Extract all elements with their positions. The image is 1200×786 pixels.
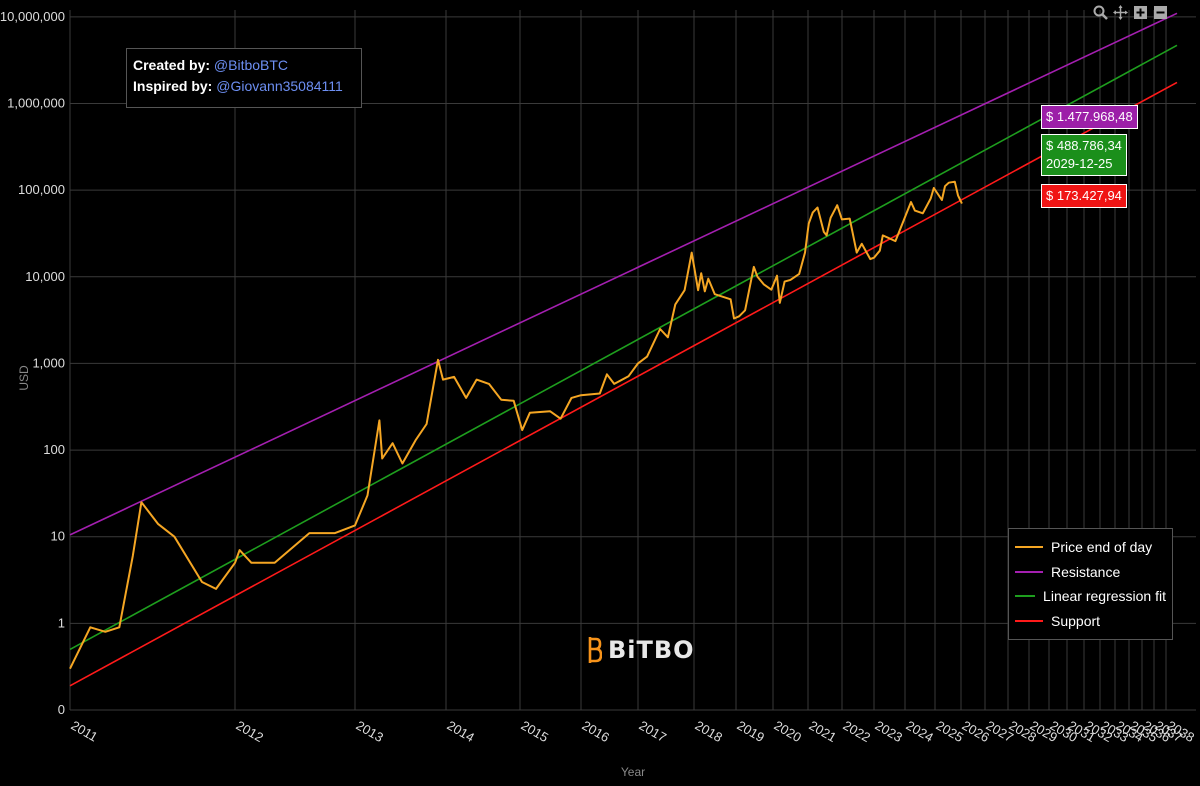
x-tick-label: 2023 [873, 718, 906, 745]
legend-label: Price end of day [1051, 539, 1153, 556]
x-tick-label: 2013 [354, 718, 387, 745]
zoom-in-icon[interactable] [1133, 5, 1148, 20]
inspired-handle[interactable]: @Giovann35084111 [216, 78, 343, 94]
inspired-label: Inspired by: [133, 78, 213, 94]
y-tick-label: 100,000 [18, 182, 65, 197]
x-tick-label: 2014 [445, 718, 478, 745]
chart-toolbar [1093, 5, 1168, 20]
zoom-icon[interactable] [1093, 5, 1108, 20]
x-tick-label: 2018 [693, 718, 726, 745]
series-lines [69, 12, 1178, 687]
zoom-out-icon[interactable] [1153, 5, 1168, 20]
resistance-value-tag: $ 1.477.968,48 [1041, 105, 1138, 129]
bitbo-logo-text: BiTBO [608, 636, 695, 664]
x-tick-label: 2022 [841, 718, 874, 745]
y-tick-label: 1,000 [32, 355, 65, 370]
x-tick-label: 2017 [637, 718, 670, 745]
support-value-tag: $ 173.427,94 [1041, 184, 1127, 208]
series-resistance [69, 12, 1178, 536]
legend-item-resistance[interactable]: Resistance [1015, 560, 1166, 585]
x-tick-label: 2015 [519, 718, 552, 745]
legend-item-fit[interactable]: Linear regression fit [1015, 584, 1166, 609]
y-tick-label: 10 [51, 529, 65, 544]
x-tick-label: 2016 [580, 718, 613, 745]
series-fit [69, 44, 1178, 651]
y-tick-label: 0 [58, 702, 65, 717]
legend: Price end of day Resistance Linear regre… [1008, 528, 1173, 640]
bitbo-logo-icon [588, 637, 602, 663]
series-price [69, 180, 963, 670]
x-axis-title: Year [621, 765, 645, 779]
y-tick-label: 10,000 [25, 269, 65, 284]
x-tick-label: 2020 [772, 718, 805, 745]
x-tick-label: 2019 [735, 718, 768, 745]
y-axis: 0 1 10 100 1,000 10,000 100,000 1,000,000 10,000… [0, 9, 65, 717]
y-tick-label: 1,000,000 [7, 96, 65, 111]
credits-box: Created by: @BitboBTC Inspired by: @Giov… [126, 48, 362, 108]
y-axis-title: USD [17, 365, 31, 391]
legend-item-support[interactable]: Support [1015, 609, 1166, 634]
series-support [69, 81, 1178, 687]
legend-item-price[interactable]: Price end of day [1015, 535, 1166, 560]
y-tick-label: 100 [43, 442, 65, 457]
fit-value-tag: $ 488.786,34 2029-12-25 [1041, 134, 1127, 176]
y-tick-label: 10,000,000 [0, 9, 65, 24]
bitbo-logo: BiTBO [586, 636, 695, 664]
x-axis: 2011 2012 2013 2014 2015 2016 2017 2018 2019 2020… [69, 718, 1198, 745]
x-tick-label: 2024 [904, 718, 937, 745]
legend-label: Support [1051, 612, 1101, 629]
fit-date: 2029-12-25 [1046, 156, 1113, 171]
pan-icon[interactable] [1113, 5, 1128, 20]
x-tick-label: 2021 [807, 718, 840, 745]
x-tick-label: 2012 [234, 718, 267, 745]
created-label: Created by: [133, 57, 211, 73]
x-tick-label: 2038 [1165, 718, 1198, 745]
y-tick-label: 1 [58, 615, 65, 630]
legend-label: Linear regression fit [1043, 588, 1166, 605]
legend-label: Resistance [1051, 563, 1121, 580]
created-handle[interactable]: @BitboBTC [213, 57, 289, 73]
x-tick-label: 2011 [69, 718, 101, 745]
